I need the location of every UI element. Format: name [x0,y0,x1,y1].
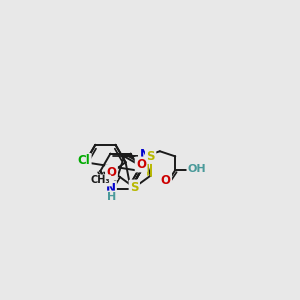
Text: N: N [106,182,116,195]
Text: OH: OH [188,164,206,174]
Text: O: O [136,158,146,171]
Text: O: O [106,166,116,179]
Text: Cl: Cl [77,154,90,167]
Text: O: O [160,174,171,187]
Text: N: N [140,148,149,161]
Text: S: S [146,149,155,163]
Text: S: S [130,181,139,194]
Text: H: H [107,192,116,202]
Text: CH₃: CH₃ [91,176,110,185]
